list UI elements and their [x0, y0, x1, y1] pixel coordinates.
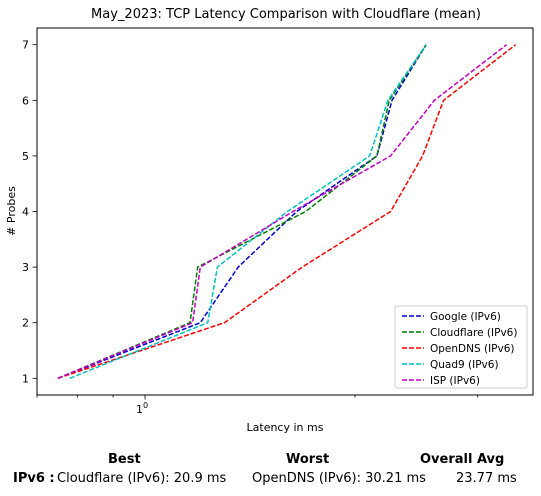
row-label: IPv6 :	[13, 471, 55, 486]
x-axis-label: Latency in ms	[247, 421, 324, 434]
series-lines	[57, 44, 517, 380]
y-tick-label: 2	[22, 317, 29, 330]
legend: Google (IPv6) Cloudflare (IPv6) OpenDNS (I…	[394, 305, 528, 389]
series-line-opendns-ipv6	[57, 44, 517, 380]
legend-label: Google (IPv6)	[430, 311, 501, 323]
series-line-isp-ipv6	[57, 44, 508, 379]
y-ticks: 1 2 3 4 5 6 7	[22, 39, 37, 385]
chart-title: May_2023: TCP Latency Comparison with Cl…	[91, 7, 481, 22]
legend-box	[394, 305, 528, 389]
y-tick-label: 3	[22, 261, 29, 274]
worst-value: OpenDNS (IPv6): 30.21 ms	[252, 471, 426, 486]
worst-header: Worst	[286, 452, 330, 467]
legend-label: ISP (IPv6)	[430, 375, 480, 387]
x-minor-ticks	[36, 395, 479, 398]
series-line-google-ipv6	[57, 44, 427, 379]
overall-header: Overall Avg	[420, 452, 505, 467]
x-tick-label: 10	[136, 401, 148, 416]
x-ticks: 10	[136, 395, 148, 416]
y-tick-label: 7	[22, 39, 29, 52]
series-line-quad9-ipv6	[69, 44, 427, 379]
y-tick-label: 5	[22, 150, 29, 163]
y-tick-label: 1	[22, 372, 29, 385]
y-tick-label: 4	[22, 206, 29, 219]
latency-chart: May_2023: TCP Latency Comparison with Cl…	[5, 7, 534, 434]
best-header: Best	[108, 452, 141, 467]
legend-label: OpenDNS (IPv6)	[430, 343, 515, 355]
overall-value: 23.77 ms	[456, 471, 517, 486]
y-tick-label: 6	[22, 94, 29, 107]
y-axis-label: # Probes	[5, 186, 18, 236]
series-line-cloudflare-ipv6	[57, 44, 427, 379]
legend-label: Quad9 (IPv6)	[430, 359, 499, 371]
legend-label: Cloudflare (IPv6)	[430, 327, 517, 339]
best-value: Cloudflare (IPv6): 20.9 ms	[57, 471, 227, 486]
